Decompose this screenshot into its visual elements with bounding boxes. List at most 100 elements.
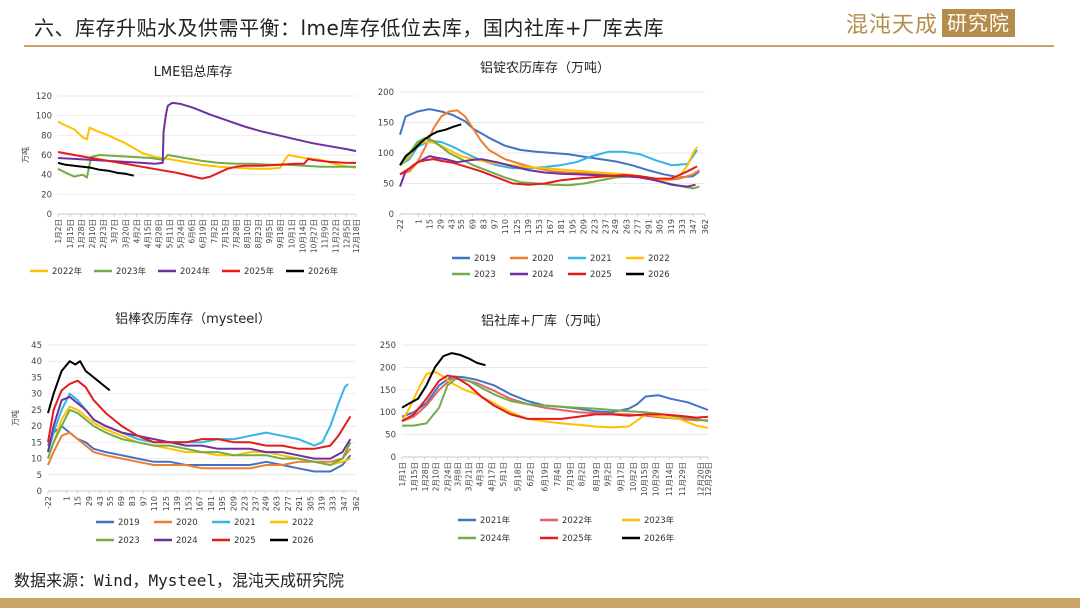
series-line-2020 <box>47 431 352 470</box>
legend-label: 2021 <box>590 254 612 264</box>
series-line-2021 <box>47 383 349 453</box>
legend-label: 2025 <box>234 536 256 546</box>
legend-label: 2025年 <box>244 266 275 277</box>
legend-label: 2026 <box>648 270 670 280</box>
y-tick-label: 10 <box>31 455 42 465</box>
series-line-2025年 <box>57 151 356 180</box>
series-line-2023年 <box>57 154 356 179</box>
x-tick-label: 15 <box>74 496 83 506</box>
x-tick-label: 10月1日 <box>287 219 296 248</box>
series-line-2025 <box>399 158 698 186</box>
x-tick-label: 347 <box>340 496 349 511</box>
x-tick-label: 9月2日 <box>604 462 613 487</box>
x-tick-label: 362 <box>352 496 361 511</box>
footer-bar <box>0 598 1080 608</box>
chart-ingot-lunar-inventory: 铝锭农历库存（万吨） 0 50 100 150 200 -22 1 15 29 43 55 69 83 97… <box>378 60 710 280</box>
y-tick-label: 250 <box>380 341 396 351</box>
x-tick-label: 305 <box>306 496 315 511</box>
y-tick-label: 200 <box>378 88 394 98</box>
legend-label: 2023 <box>474 270 496 280</box>
y-tick-label: 20 <box>41 190 52 200</box>
x-tick-label: -22 <box>396 219 405 232</box>
x-tick-label: 1月28日 <box>421 462 430 491</box>
y-tick-label: 50 <box>385 431 396 441</box>
y-tick-label: 60 <box>41 151 52 161</box>
x-tick-label: 347 <box>689 219 698 234</box>
x-tick-label: 8月10日 <box>243 219 252 248</box>
x-tick-label: 263 <box>622 219 631 234</box>
x-tick-label: 291 <box>295 496 304 511</box>
legend-label: 2020 <box>176 518 198 528</box>
series-line-2026年 <box>57 161 135 177</box>
x-tick-label: 3月21日 <box>465 462 474 491</box>
x-tick-label: 237 <box>602 219 611 234</box>
x-tick-label: 110 <box>150 496 159 511</box>
legend-label: 2025 <box>590 270 612 280</box>
x-tick-label: 5月1日 <box>499 462 508 487</box>
series-line-2024年 <box>57 101 357 165</box>
brand-logo: 混沌天成 研究院 <box>846 7 1016 39</box>
y-axis-label: 万吨 <box>10 410 20 426</box>
x-tick-label: -22 <box>44 496 53 509</box>
x-tick-label: 83 <box>479 219 488 229</box>
x-tick-label: 195 <box>568 219 577 234</box>
x-tick-label: 9月18日 <box>276 219 285 248</box>
x-tick-label: 2月23日 <box>99 219 108 248</box>
x-tick-label: 333 <box>678 219 687 234</box>
legend-label: 2019 <box>118 518 140 528</box>
x-tick-label: 11月14日 <box>665 462 674 496</box>
series-line-2024 <box>47 395 352 460</box>
x-tick-label: 7月2日 <box>210 219 219 244</box>
y-tick-label: 0 <box>391 453 396 463</box>
legend-label: 2022 <box>648 254 670 264</box>
x-tick-label: 8月23日 <box>254 219 263 248</box>
x-tick-label: 2月10日 <box>432 462 441 491</box>
x-tick-label: 249 <box>261 496 270 511</box>
x-tick-label: 1月1日 <box>398 462 407 487</box>
x-tick-label: 69 <box>117 496 126 506</box>
x-tick-label: 10月2日 <box>629 462 638 491</box>
x-tick-label: 3月20日 <box>121 219 130 248</box>
y-tick-label: 50 <box>383 180 394 190</box>
series-line-2022 <box>399 141 698 182</box>
x-tick-label: 1月28日 <box>77 219 86 248</box>
series-line-2024 <box>399 155 696 188</box>
x-tick-label: 11月29日 <box>678 462 687 496</box>
x-tick-label: 5月18日 <box>513 462 522 491</box>
x-tick-label: 6月19日 <box>540 462 549 491</box>
y-tick-label: 35 <box>31 373 42 383</box>
series-line-2025年 <box>401 374 709 423</box>
x-tick-label: 125 <box>513 219 522 234</box>
legend-label: 2026年 <box>644 533 675 544</box>
x-tick-label: 153 <box>184 496 193 511</box>
x-tick-label: 4月28日 <box>154 219 163 248</box>
x-tick-label: 249 <box>611 219 620 234</box>
y-tick-label: 80 <box>41 131 52 141</box>
x-tick-label: 5月24日 <box>177 219 186 248</box>
x-tick-label: 6月19日 <box>199 219 208 248</box>
legend-label: 2026年 <box>308 266 339 277</box>
x-tick-label: 181 <box>207 496 216 511</box>
series-line-2022年 <box>57 120 357 170</box>
y-tick-label: 30 <box>31 390 42 400</box>
legend-label: 2023年 <box>644 515 675 526</box>
legend-label: 2021年 <box>480 515 511 526</box>
y-tick-label: 20 <box>31 422 42 432</box>
y-tick-label: 100 <box>380 408 396 418</box>
legend-label: 2021 <box>234 518 256 528</box>
legend-label: 2022年 <box>52 266 83 277</box>
x-tick-label: 83 <box>128 496 137 506</box>
x-tick-label: 1 <box>62 496 71 501</box>
x-tick-label: 10月15日 <box>640 462 649 496</box>
x-tick-label: 7月4日 <box>553 462 562 487</box>
x-tick-label: 277 <box>633 219 642 234</box>
x-tick-label: 10月29日 <box>652 462 661 496</box>
legend-label: 2025年 <box>562 533 593 544</box>
y-tick-label: 0 <box>389 210 394 220</box>
y-tick-label: 0 <box>37 487 42 497</box>
x-tick-label: 4月3日 <box>476 462 485 487</box>
legend-label: 2023年 <box>116 266 147 277</box>
y-tick-label: 25 <box>31 406 42 416</box>
